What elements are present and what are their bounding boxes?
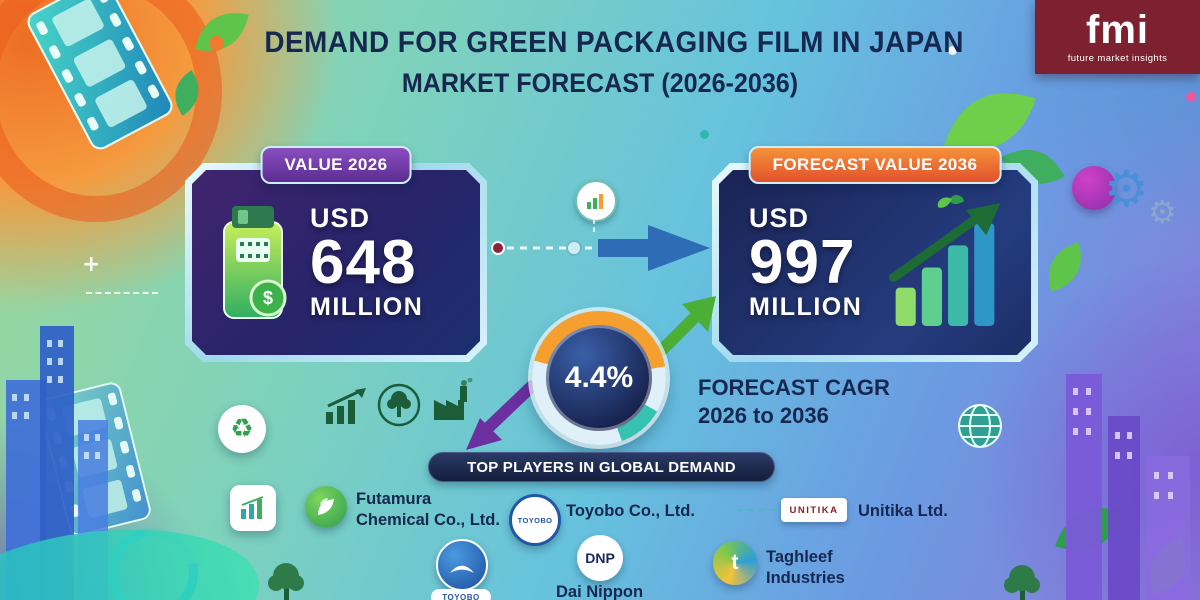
unitika-logo: UNITIKA	[781, 498, 847, 522]
dot-decoration	[1186, 92, 1196, 102]
growth-bar-chart-icon	[882, 195, 1010, 331]
currency-label: USD	[749, 203, 810, 234]
connector-dash	[737, 509, 775, 511]
gear-icon: ⚙	[1148, 193, 1177, 231]
gear-icon: ⚙	[1104, 160, 1149, 218]
value-number: 997	[749, 228, 856, 298]
unit-label: MILLION	[749, 292, 863, 321]
fmi-logo: fmi future market insights	[1035, 0, 1200, 74]
futamura-leaf-mark	[318, 498, 334, 515]
title-row: DEMAND FOR GREEN PACKAGING FILM IN JAPAN	[0, 26, 1200, 60]
bubble-connector-line	[593, 219, 595, 232]
film-canister-icon: $	[210, 200, 296, 326]
trend-arrow-line	[894, 217, 979, 277]
infographic-title: DEMAND FOR GREEN PACKAGING FILM IN JAPAN	[264, 26, 965, 59]
title-bullet-dot	[209, 35, 225, 51]
flow-arrow	[491, 225, 710, 271]
unit-label: MILLION	[310, 292, 424, 321]
leaf-icon	[195, 13, 249, 51]
value-text-2026: USD 648 MILLION	[310, 203, 423, 322]
player-name-taghleef: Taghleef Industries	[766, 548, 845, 587]
circuit-line-decoration	[86, 292, 158, 294]
tree-circle-icon	[377, 383, 421, 427]
infographic-subtitle: MARKET FORECAST (2026-2036)	[401, 68, 799, 98]
growth-chart-icon	[326, 388, 366, 424]
dollar-sign: $	[263, 288, 273, 308]
leaf-icon	[938, 197, 952, 207]
dot-decoration	[948, 46, 957, 55]
value-number: 648	[310, 228, 417, 298]
city-buildings-right	[1066, 374, 1190, 600]
plus-mark-decoration: +	[82, 252, 101, 277]
cagr-value: 4.4%	[564, 361, 634, 394]
toyobo-emblem-logo	[436, 539, 488, 591]
toyobo-logo: TOYOBO	[509, 494, 561, 546]
factory-icon	[434, 378, 473, 420]
player-name-dai-nippon: Dai Nippon	[556, 583, 644, 600]
value-card-2026: $ USD 648 MILLION VALUE 2026	[185, 146, 487, 362]
badge-forecast-2036: FORECAST VALUE 2036	[748, 146, 1002, 184]
top-players-banner: TOP PLAYERS IN GLOBAL DEMAND	[428, 452, 775, 482]
arrow-right-icon	[598, 225, 710, 271]
dot-decoration	[700, 130, 709, 139]
cagr-label: FORECAST CAGR 2026 to 2036	[698, 374, 890, 430]
dot-decoration	[1072, 166, 1116, 210]
flow-mid-dot	[566, 240, 582, 256]
card-inner-2026: $ USD 648 MILLION	[192, 170, 480, 355]
toyobo-bird-mark	[450, 565, 474, 573]
tree-icon	[268, 563, 304, 600]
cagr-label-line1: FORECAST CAGR	[698, 375, 890, 400]
mini-chart-bubble-icon	[575, 180, 617, 222]
arrow-down-left-icon	[466, 380, 538, 450]
taghleef-logo: t	[713, 541, 757, 585]
film-strip-icon	[27, 0, 173, 150]
currency-label: USD	[310, 203, 371, 234]
trend-arrow-head	[966, 203, 1000, 235]
value-text-2036: USD 997 MILLION	[749, 203, 862, 322]
fmi-tagline: future market insights	[1067, 53, 1168, 64]
fmi-brand-text: fmi	[1086, 8, 1149, 52]
leaf-icon	[175, 70, 199, 116]
chart-tile-icon	[230, 485, 276, 531]
card-inner-2036: USD 997 MILLION	[719, 170, 1031, 355]
toyobo-emblem-caption: TOYOBO	[431, 589, 491, 600]
arrow-up-right-icon	[656, 296, 716, 356]
leaf-icon	[1048, 242, 1081, 292]
tree-icon	[1004, 565, 1040, 600]
cagr-gauge-core: 4.4%	[546, 325, 652, 431]
cagr-gauge: 4.4%	[532, 311, 666, 445]
dollar-coin-icon	[251, 281, 285, 315]
player-name-unitika: Unitika Ltd.	[858, 502, 948, 520]
header: DEMAND FOR GREEN PACKAGING FILM IN JAPAN…	[0, 26, 1200, 99]
futamura-logo	[305, 486, 347, 528]
badge-value-2026: VALUE 2026	[260, 146, 412, 184]
player-name-futamura: Futamura Chemical Co., Ltd.	[356, 490, 500, 529]
leaf-icon	[944, 93, 1036, 151]
dnp-logo: DNP	[577, 535, 623, 581]
leaf-icon	[950, 195, 964, 204]
recycle-icon: ♻	[218, 405, 266, 453]
tile-bars-icon	[241, 496, 264, 519]
cagr-label-line2: 2026 to 2036	[698, 403, 829, 428]
globe-icon	[958, 404, 1002, 448]
player-name-toyobo: Toyobo Co., Ltd.	[566, 502, 695, 520]
mini-bars-icon	[587, 194, 603, 209]
flow-start-dot	[491, 241, 505, 255]
value-card-2036: USD 997 MILLION FORECAST VALUE 2036	[712, 146, 1038, 362]
